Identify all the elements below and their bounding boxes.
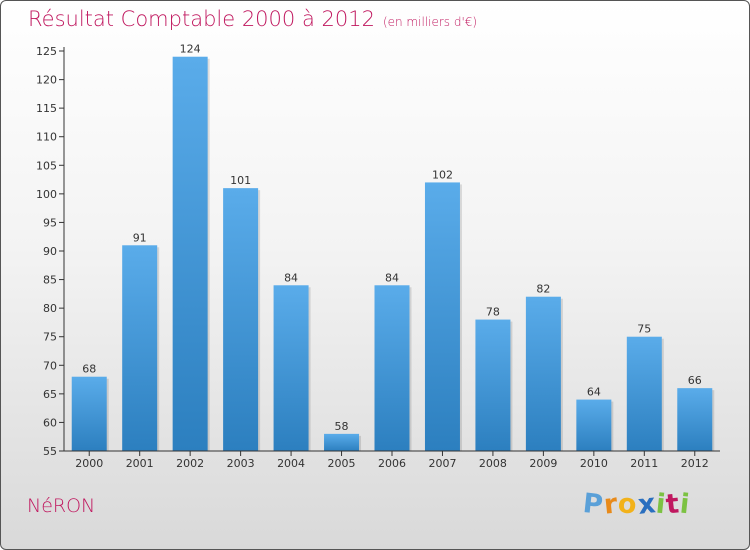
y-tick-label: 125 xyxy=(36,45,57,58)
chart-subtitle: (en milliers d'€) xyxy=(382,15,478,29)
y-tick-label: 85 xyxy=(43,274,57,287)
x-tick-label: 2004 xyxy=(277,457,305,470)
y-tick-label: 60 xyxy=(43,416,57,429)
bar-value-label: 78 xyxy=(486,306,500,319)
bar-value-label: 58 xyxy=(335,420,349,433)
bar xyxy=(223,188,259,451)
bar-value-label: 84 xyxy=(385,271,399,284)
bar-value-label: 124 xyxy=(180,43,201,56)
x-tick-label: 2010 xyxy=(580,457,608,470)
y-tick-label: 70 xyxy=(43,359,57,372)
bars-group: 68 91 124 101 84 58 84 102 78 82 64 75 66 xyxy=(71,43,715,451)
y-tick-label: 90 xyxy=(43,245,57,258)
bar xyxy=(475,319,511,451)
chart-title: Résultat Comptable 2000 à 2012 (en millie… xyxy=(28,7,477,31)
y-tick-label: 55 xyxy=(43,445,57,458)
x-tick-label: 2006 xyxy=(378,457,406,470)
x-tick-label: 2002 xyxy=(176,457,204,470)
x-tick-label: 2009 xyxy=(529,457,557,470)
x-axis: 2000 2001 2002 2003 2004 2005 2006 2007 2008 2009… xyxy=(64,450,720,470)
bar xyxy=(424,182,460,451)
bar xyxy=(324,433,360,451)
y-tick-label: 75 xyxy=(43,331,57,344)
bar xyxy=(374,285,410,451)
y-tick-label: 95 xyxy=(43,216,57,229)
bar xyxy=(273,285,309,451)
y-tick-label: 105 xyxy=(36,159,57,172)
bar xyxy=(626,336,662,451)
bar xyxy=(576,399,612,451)
y-tick-label: 80 xyxy=(43,302,57,315)
bar xyxy=(677,388,713,451)
bar-value-label: 101 xyxy=(230,174,251,187)
y-tick-label: 115 xyxy=(36,102,57,115)
bar xyxy=(525,296,561,451)
town-name: NéRON xyxy=(27,495,96,517)
bar-value-label: 84 xyxy=(284,271,298,284)
bar-value-label: 68 xyxy=(82,363,96,376)
proxiti-logo[interactable]: Proxiti xyxy=(581,488,693,521)
bar-value-label: 75 xyxy=(637,323,651,336)
y-axis: 55 60 65 70 75 80 85 90 95 100 105 110 115 120 125 xyxy=(36,45,65,458)
bar xyxy=(172,56,208,451)
bar xyxy=(122,245,158,451)
x-tick-label: 2005 xyxy=(328,457,356,470)
x-tick-label: 2001 xyxy=(126,457,154,470)
bar-value-label: 66 xyxy=(688,374,702,387)
logo-letter: i xyxy=(678,488,693,521)
x-tick-label: 2000 xyxy=(75,457,103,470)
y-tick-label: 65 xyxy=(43,388,57,401)
x-tick-label: 2011 xyxy=(630,457,658,470)
bar-value-label: 64 xyxy=(587,386,601,399)
bar-value-label: 82 xyxy=(536,283,550,296)
bar-value-label: 91 xyxy=(133,231,147,244)
x-tick-label: 2003 xyxy=(227,457,255,470)
x-tick-label: 2008 xyxy=(479,457,507,470)
x-tick-label: 2007 xyxy=(428,457,456,470)
y-tick-label: 110 xyxy=(36,131,57,144)
bar-value-label: 102 xyxy=(432,168,453,181)
x-tick-label: 2012 xyxy=(681,457,709,470)
y-tick-label: 100 xyxy=(36,188,57,201)
bar xyxy=(71,376,107,451)
chart-title-text: Résultat Comptable 2000 à 2012 xyxy=(28,7,375,31)
y-tick-label: 120 xyxy=(36,74,57,87)
